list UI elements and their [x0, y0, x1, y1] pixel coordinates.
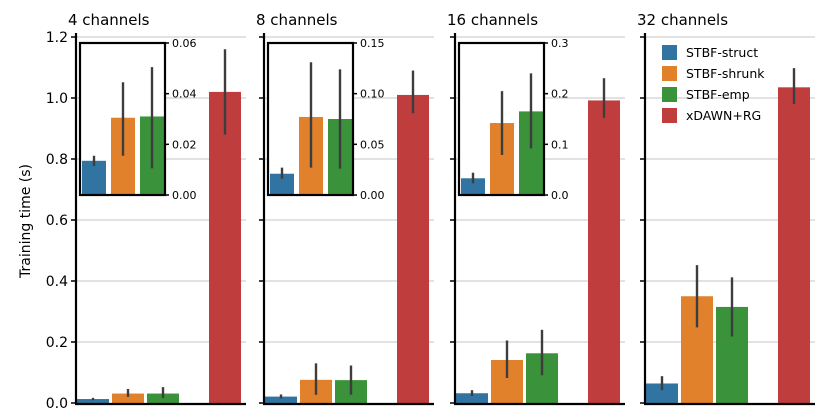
inset-bar-STBF-struct: [270, 173, 294, 195]
legend-swatch: [662, 87, 677, 102]
inset-y-tick-label: 0.15: [360, 37, 385, 50]
panel-title: 8 channels: [256, 11, 338, 29]
bar-xDAWN+RG: [209, 91, 241, 404]
panel-title: 32 channels: [637, 11, 728, 29]
bar-STBF-struct: [456, 393, 488, 403]
inset-y-tick-label: 0.02: [172, 138, 197, 151]
inset-frame: [266, 41, 355, 197]
y-tick-label: 0.0: [46, 396, 68, 408]
y-axis-label: Training time (s): [18, 164, 34, 279]
bar-xDAWN+RG: [397, 94, 429, 403]
panel-4: 32 channels STBF-struct STBF-shrunk STBF-em…: [637, 11, 815, 406]
bar-xDAWN+RG: [778, 87, 810, 403]
legend-label: STBF-struct: [686, 45, 758, 60]
legend-label: STBF-shrunk: [686, 66, 765, 81]
inset: 0.00 0.02 0.04 0.06: [78, 37, 197, 202]
bar-STBF-struct: [646, 383, 678, 403]
inset-y-tick-label: 0.06: [172, 37, 197, 50]
inset-frame: [457, 41, 546, 197]
y-tick-label: 0.2: [46, 335, 68, 351]
inset-y-tick-label: 0.3: [551, 37, 569, 50]
y-tick-label: 1.0: [46, 91, 68, 107]
legend-swatch: [662, 108, 677, 123]
panel-1: 4 channels0.00.20.40.60.81.01.20.000.020…: [46, 11, 246, 408]
panel-title: 4 channels: [68, 11, 150, 29]
inset-y-tick-label: 0.00: [172, 189, 197, 202]
inset-y-tick-label: 0.0: [551, 189, 569, 202]
panels: 4 channels0.00.20.40.60.81.01.20.000.020…: [46, 11, 815, 408]
y-tick-label: 0.4: [46, 274, 68, 290]
inset: 0.00 0.05 0.10 0.15: [266, 37, 385, 202]
inset: 0.0 0.1 0.2 0.3: [457, 37, 569, 202]
y-tick-label: 0.6: [46, 213, 68, 229]
y-tick-label: 0.8: [46, 152, 68, 168]
inset-y-tick-label: 0.2: [551, 88, 569, 101]
legend-swatch: [662, 66, 677, 81]
panel-title: 16 channels: [447, 11, 538, 29]
inset-frame: [78, 41, 167, 197]
bar-xDAWN+RG: [588, 100, 620, 403]
bar-STBF-struct: [265, 396, 297, 403]
bar-STBF-struct: [77, 399, 109, 403]
panel-2: 8 channels 0.00 0.05 0.10 0.15: [256, 11, 434, 406]
legend: STBF-struct STBF-shrunk STBF-emp xDAWN+RG: [662, 45, 765, 123]
inset-y-tick-label: 0.05: [360, 138, 385, 151]
inset-y-tick-label: 0.10: [360, 88, 385, 101]
inset-y-tick-label: 0.04: [172, 88, 197, 101]
inset-bar-STBF-struct: [82, 160, 106, 195]
inset-y-tick-label: 0.00: [360, 189, 385, 202]
inset-y-tick-label: 0.1: [551, 138, 569, 151]
bar-STBF-shrunk: [112, 393, 144, 403]
panel-3: 16 channels 0.0 0.1 0.2 0.3: [447, 11, 625, 406]
inset-bar-STBF-struct: [461, 178, 485, 195]
bar-STBF-emp: [147, 393, 179, 403]
legend-swatch: [662, 45, 677, 60]
y-tick-label: 1.2: [46, 30, 68, 46]
legend-label: xDAWN+RG: [686, 108, 761, 123]
legend-label: STBF-emp: [686, 87, 750, 102]
